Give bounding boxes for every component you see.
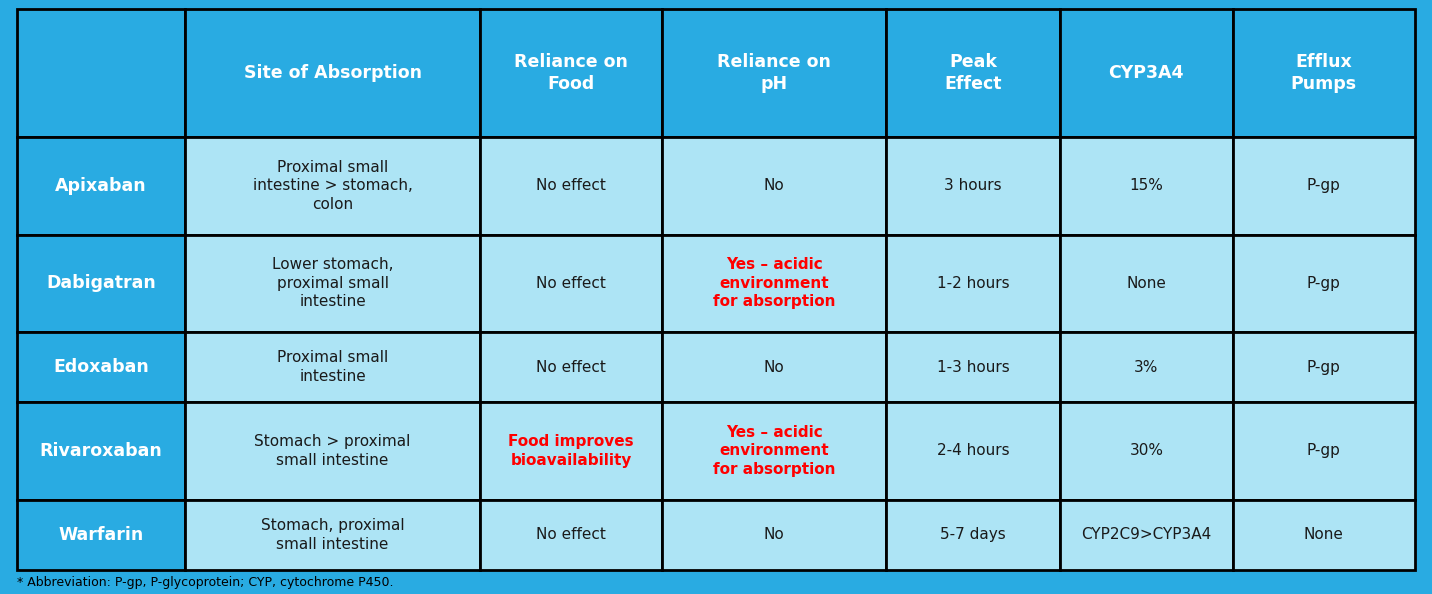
- Bar: [185, 137, 480, 235]
- Bar: [1233, 9, 1415, 137]
- Bar: [1233, 331, 1415, 402]
- Bar: [662, 500, 886, 570]
- Text: Lower stomach,
proximal small
intestine: Lower stomach, proximal small intestine: [272, 257, 394, 309]
- Text: P-gp: P-gp: [1307, 359, 1340, 375]
- Text: P-gp: P-gp: [1307, 444, 1340, 459]
- Bar: [480, 402, 662, 500]
- Text: 3 hours: 3 hours: [944, 178, 1002, 194]
- Text: Warfarin: Warfarin: [59, 526, 143, 544]
- Bar: [662, 9, 886, 137]
- Bar: [185, 235, 480, 331]
- Text: Stomach, proximal
small intestine: Stomach, proximal small intestine: [261, 518, 404, 552]
- Text: None: None: [1127, 276, 1166, 290]
- Bar: [886, 500, 1060, 570]
- Bar: [886, 235, 1060, 331]
- Text: Rivaroxaban: Rivaroxaban: [40, 442, 162, 460]
- Text: No: No: [763, 527, 785, 542]
- Text: * Abbreviation: P-gp, P-glycoprotein; CYP, cytochrome P450.: * Abbreviation: P-gp, P-glycoprotein; CY…: [17, 576, 394, 589]
- Bar: [1060, 331, 1233, 402]
- Text: P-gp: P-gp: [1307, 178, 1340, 194]
- Bar: [662, 331, 886, 402]
- Text: No effect: No effect: [536, 527, 606, 542]
- Bar: [17, 235, 185, 331]
- Bar: [480, 9, 662, 137]
- Text: P-gp: P-gp: [1307, 276, 1340, 290]
- Text: No effect: No effect: [536, 276, 606, 290]
- Text: Peak
Effect: Peak Effect: [944, 53, 1002, 93]
- Bar: [17, 137, 185, 235]
- Text: 3%: 3%: [1134, 359, 1158, 375]
- Text: CYP3A4: CYP3A4: [1108, 64, 1184, 82]
- Text: Yes – acidic
environment
for absorption: Yes – acidic environment for absorption: [713, 425, 835, 477]
- Bar: [886, 137, 1060, 235]
- Text: Proximal small
intestine: Proximal small intestine: [276, 350, 388, 384]
- Bar: [1233, 137, 1415, 235]
- Text: Proximal small
intestine > stomach,
colon: Proximal small intestine > stomach, colo…: [252, 160, 412, 212]
- Text: None: None: [1305, 527, 1343, 542]
- Bar: [185, 9, 480, 137]
- Text: Stomach > proximal
small intestine: Stomach > proximal small intestine: [255, 434, 411, 467]
- Bar: [1060, 137, 1233, 235]
- Text: 1-3 hours: 1-3 hours: [937, 359, 1010, 375]
- Text: No effect: No effect: [536, 178, 606, 194]
- Text: Apixaban: Apixaban: [56, 177, 147, 195]
- Bar: [1233, 235, 1415, 331]
- Text: 30%: 30%: [1130, 444, 1163, 459]
- Bar: [185, 402, 480, 500]
- Bar: [17, 500, 185, 570]
- Text: Dabigatran: Dabigatran: [46, 274, 156, 292]
- Bar: [1060, 9, 1233, 137]
- Bar: [1233, 402, 1415, 500]
- Bar: [480, 500, 662, 570]
- Bar: [480, 137, 662, 235]
- Text: Site of Absorption: Site of Absorption: [243, 64, 421, 82]
- Bar: [17, 9, 185, 137]
- Bar: [662, 402, 886, 500]
- Bar: [662, 235, 886, 331]
- Text: Reliance on
Food: Reliance on Food: [514, 53, 629, 93]
- Text: 15%: 15%: [1130, 178, 1163, 194]
- Text: 2-4 hours: 2-4 hours: [937, 444, 1010, 459]
- Bar: [1060, 500, 1233, 570]
- Text: CYP2C9>CYP3A4: CYP2C9>CYP3A4: [1081, 527, 1211, 542]
- Text: 1-2 hours: 1-2 hours: [937, 276, 1010, 290]
- Bar: [1060, 235, 1233, 331]
- Bar: [17, 331, 185, 402]
- Text: Reliance on
pH: Reliance on pH: [717, 53, 831, 93]
- Bar: [185, 331, 480, 402]
- Bar: [662, 137, 886, 235]
- Bar: [886, 331, 1060, 402]
- Text: No effect: No effect: [536, 359, 606, 375]
- Bar: [480, 235, 662, 331]
- Text: Food improves
bioavailability: Food improves bioavailability: [508, 434, 634, 467]
- Text: No: No: [763, 178, 785, 194]
- Bar: [1233, 500, 1415, 570]
- Bar: [886, 9, 1060, 137]
- Bar: [480, 331, 662, 402]
- Text: 5-7 days: 5-7 days: [941, 527, 1005, 542]
- Text: No: No: [763, 359, 785, 375]
- Text: Yes – acidic
environment
for absorption: Yes – acidic environment for absorption: [713, 257, 835, 309]
- Bar: [17, 402, 185, 500]
- Text: Edoxaban: Edoxaban: [53, 358, 149, 376]
- Bar: [185, 500, 480, 570]
- Bar: [886, 402, 1060, 500]
- Bar: [1060, 402, 1233, 500]
- Text: Efflux
Pumps: Efflux Pumps: [1290, 53, 1358, 93]
